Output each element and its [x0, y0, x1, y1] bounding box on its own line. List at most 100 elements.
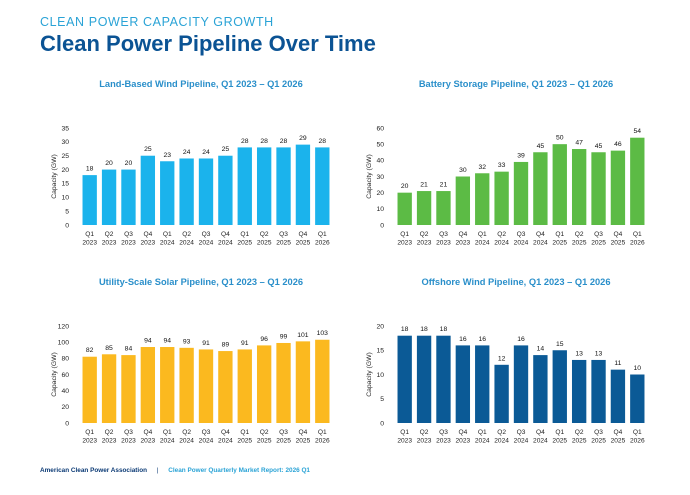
bar	[140, 347, 156, 423]
x-tick-label: Q4	[143, 429, 152, 436]
x-tick-label: Q1	[555, 429, 564, 436]
x-tick-year: 2024	[533, 240, 548, 247]
x-tick-label: Q1	[633, 231, 642, 238]
x-tick-label: Q4	[458, 231, 467, 238]
x-tick-label: Q4	[614, 231, 623, 238]
bar	[315, 339, 330, 423]
data-label: 99	[280, 333, 288, 340]
bar	[513, 345, 529, 423]
bar	[295, 144, 311, 225]
footer: American Clean Power Association | Clean…	[40, 467, 310, 474]
x-tick-year: 2025	[257, 438, 272, 445]
chart-title: Utility-Scale Solar Pipeline, Q1 2023 – …	[99, 277, 303, 287]
x-tick-year: 2024	[475, 240, 490, 247]
bar	[237, 147, 252, 225]
data-label: 11	[614, 360, 621, 367]
y-tick-label: 50	[376, 141, 384, 148]
y-tick-label: 20	[376, 323, 384, 330]
x-tick-label: Q3	[124, 231, 133, 238]
x-tick-year: 2026	[315, 240, 330, 247]
x-tick-label: Q3	[279, 231, 288, 238]
data-label: 28	[241, 138, 249, 145]
bar	[276, 342, 291, 423]
data-label: 28	[280, 138, 288, 145]
y-tick-label: 10	[376, 206, 384, 213]
x-tick-year: 2023	[82, 240, 97, 247]
data-label: 39	[517, 152, 525, 159]
x-tick-label: Q3	[124, 429, 133, 436]
bar	[591, 359, 606, 423]
x-tick-year: 2024	[494, 438, 509, 445]
x-tick-label: Q1	[400, 231, 409, 238]
y-tick-label: 60	[376, 125, 384, 132]
x-tick-label: Q2	[260, 231, 269, 238]
chart-land-based-wind: Land-Based Wind Pipeline, Q1 2023 – Q1 2…	[40, 70, 340, 247]
x-tick-year: 2023	[436, 438, 451, 445]
x-tick-year: 2025	[276, 438, 291, 445]
x-tick-year: 2025	[572, 240, 587, 247]
bar	[494, 364, 509, 423]
y-tick-label: 20	[61, 167, 69, 174]
x-tick-label: Q4	[221, 231, 230, 238]
data-label: 94	[163, 338, 171, 345]
data-label: 24	[183, 149, 191, 156]
data-label: 82	[86, 347, 94, 354]
x-tick-year: 2024	[533, 438, 548, 445]
x-tick-label: Q1	[318, 429, 327, 436]
data-label: 18	[401, 326, 409, 333]
x-tick-label: Q2	[575, 429, 584, 436]
y-tick-label: 0	[65, 420, 69, 427]
bar	[198, 349, 214, 423]
y-tick-label: 40	[376, 158, 384, 165]
y-tick-label: 120	[58, 323, 70, 330]
x-tick-year: 2024	[494, 240, 509, 247]
bar	[160, 161, 175, 225]
bar	[237, 349, 252, 423]
x-tick-label: Q2	[497, 231, 506, 238]
x-tick-year: 2025	[257, 240, 272, 247]
bar	[121, 169, 136, 225]
data-label: 89	[222, 342, 230, 349]
data-label: 32	[478, 164, 486, 171]
x-tick-year: 2024	[199, 240, 214, 247]
x-tick-label: Q1	[163, 429, 172, 436]
y-tick-label: 10	[376, 372, 384, 379]
x-tick-label: Q2	[497, 429, 506, 436]
x-tick-label: Q3	[439, 429, 448, 436]
x-tick-year: 2023	[397, 438, 412, 445]
x-tick-year: 2025	[552, 438, 567, 445]
y-tick-label: 100	[58, 339, 70, 346]
x-tick-year: 2024	[160, 438, 175, 445]
x-tick-label: Q2	[260, 429, 269, 436]
x-tick-label: Q1	[478, 231, 487, 238]
x-tick-year: 2024	[199, 438, 214, 445]
x-tick-label: Q4	[143, 231, 152, 238]
y-tick-label: 5	[65, 208, 69, 215]
chart-title: Land-Based Wind Pipeline, Q1 2023 – Q1 2…	[99, 79, 303, 89]
chart-utility-solar: Utility-Scale Solar Pipeline, Q1 2023 – …	[40, 268, 340, 445]
x-tick-year: 2023	[121, 438, 136, 445]
page-title: Clean Power Pipeline Over Time	[40, 31, 376, 56]
x-tick-year: 2026	[315, 438, 330, 445]
x-tick-year: 2023	[102, 438, 117, 445]
x-tick-label: Q3	[517, 429, 526, 436]
x-tick-year: 2024	[179, 240, 194, 247]
x-tick-label: Q3	[439, 231, 448, 238]
x-tick-year: 2025	[237, 438, 252, 445]
x-tick-label: Q2	[182, 231, 191, 238]
data-label: 15	[556, 341, 564, 348]
x-tick-label: Q4	[221, 429, 230, 436]
x-tick-year: 2023	[456, 240, 471, 247]
bar	[610, 150, 626, 225]
chart-battery-storage: Battery Storage Pipeline, Q1 2023 – Q1 2…	[355, 70, 655, 247]
x-tick-label: Q3	[202, 231, 211, 238]
x-tick-year: 2023	[82, 438, 97, 445]
x-tick-year: 2024	[160, 240, 175, 247]
x-tick-year: 2023	[417, 240, 432, 247]
bar	[218, 351, 233, 423]
data-label: 28	[260, 138, 268, 145]
data-label: 33	[498, 162, 506, 169]
x-tick-label: Q1	[240, 231, 249, 238]
x-tick-year: 2025	[611, 438, 626, 445]
x-tick-label: Q4	[614, 429, 623, 436]
